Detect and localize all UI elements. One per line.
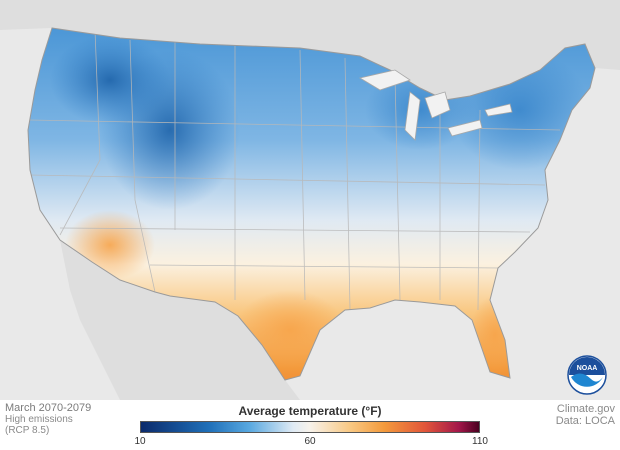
footer-left: March 2070-2079 High emissions (RCP 8.5) xyxy=(5,402,92,437)
great-lakes xyxy=(358,69,513,141)
us-map-svg xyxy=(0,0,620,400)
legend-title: Average temperature (°F) xyxy=(238,404,382,418)
noaa-logo-text: NOAA xyxy=(577,365,598,372)
credit-label: Climate.gov xyxy=(556,403,615,415)
canada-land xyxy=(0,0,620,100)
legend: Average temperature (°F) 10 60 110 xyxy=(134,404,488,450)
source-label: Data: LOCA xyxy=(555,415,615,427)
scenario-line2: (RCP 8.5) xyxy=(5,425,50,436)
noaa-logo: NOAA xyxy=(567,355,607,395)
footer-right: Climate.gov Data: LOCA xyxy=(556,403,615,427)
legend-tick-2: 110 xyxy=(472,436,488,447)
legend-tick-1: 60 xyxy=(304,436,316,447)
legend-color-bar xyxy=(140,421,480,433)
period-label: March 2070-2079 xyxy=(5,402,92,414)
scenario-line1: High emissions xyxy=(5,414,73,425)
legend-tick-0: 10 xyxy=(134,436,146,447)
noaa-logo-icon: NOAA xyxy=(567,355,607,395)
temperature-map: NOAA xyxy=(0,0,620,400)
us-outline xyxy=(27,27,596,381)
